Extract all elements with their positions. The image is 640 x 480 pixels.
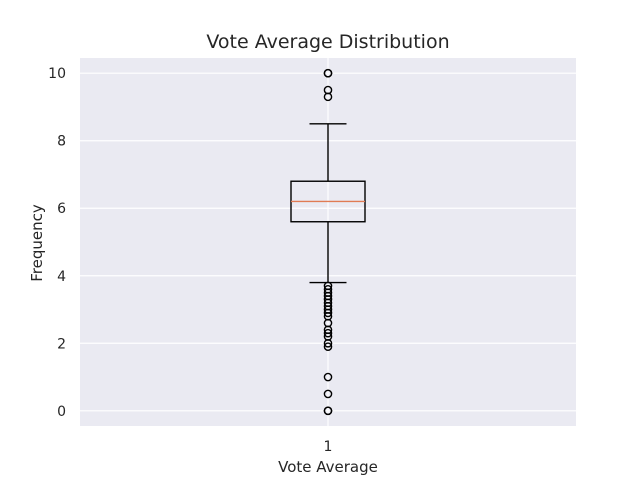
outlier-point — [323, 372, 333, 382]
x-tick-labels: 1 — [324, 439, 333, 455]
outlier-point — [323, 338, 333, 348]
y-axis-label: Frequency — [28, 204, 46, 282]
y-tick-label: 6 — [57, 201, 66, 217]
outlier-point — [323, 328, 333, 338]
x-axis-label: Vote Average — [278, 458, 378, 476]
y-tick-label: 2 — [57, 336, 66, 352]
y-tick-label: 8 — [57, 134, 66, 150]
outlier-point — [323, 92, 333, 102]
outlier-point — [323, 342, 333, 351]
y-tick-labels: 0 2 4 6 8 10 — [48, 66, 66, 420]
outlier-point — [323, 389, 333, 399]
box-plot — [290, 68, 366, 416]
y-tick-label: 4 — [57, 269, 66, 285]
x-tick-label: 1 — [324, 439, 333, 455]
outlier-point — [323, 68, 333, 78]
y-tick-label: 0 — [57, 404, 66, 420]
outlier-point — [323, 406, 333, 416]
outlier-point — [323, 308, 333, 318]
y-tick-label: 10 — [48, 66, 66, 82]
chart-title: Vote Average Distribution — [206, 31, 449, 53]
